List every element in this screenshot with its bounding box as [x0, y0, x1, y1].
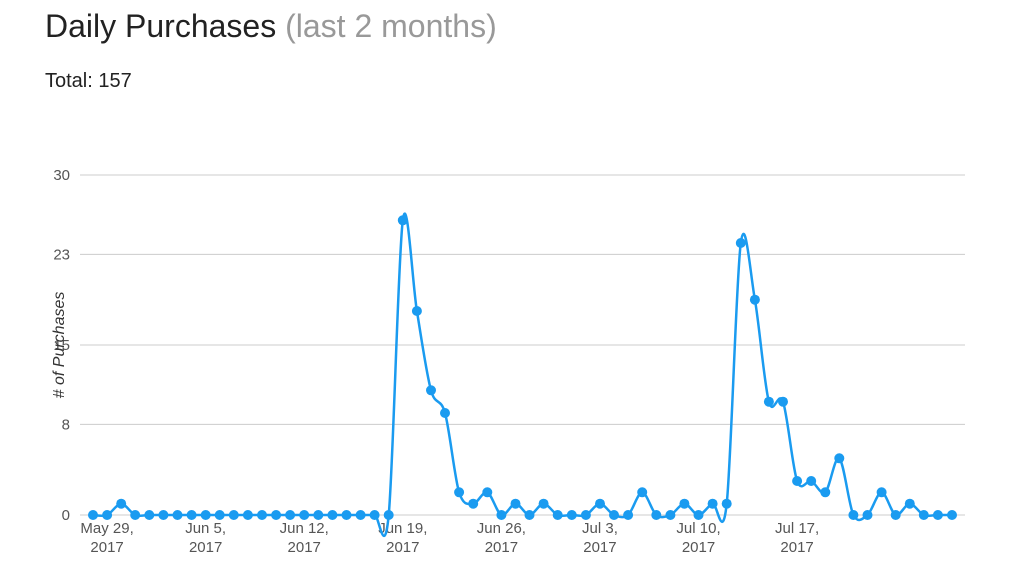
data-point[interactable]: [440, 408, 450, 418]
y-axis-title: # of Purchases: [51, 292, 68, 399]
data-point[interactable]: [397, 215, 408, 226]
data-point[interactable]: [947, 510, 957, 520]
data-point[interactable]: [524, 510, 535, 520]
data-point[interactable]: [876, 487, 887, 498]
data-point[interactable]: [806, 476, 817, 486]
x-tick-label: Jun 12, 2017: [280, 520, 329, 556]
data-point[interactable]: [580, 510, 591, 520]
data-point[interactable]: [848, 510, 859, 520]
data-point[interactable]: [116, 498, 127, 509]
chart-title: Daily Purchases (last 2 months): [45, 8, 497, 45]
data-point[interactable]: [834, 453, 845, 464]
data-point[interactable]: [763, 396, 774, 407]
data-point[interactable]: [721, 498, 732, 509]
data-point[interactable]: [496, 510, 507, 520]
x-tick-label: May 29, 2017: [80, 520, 133, 556]
x-tick-label: Jun 26, 2017: [477, 520, 526, 556]
data-point[interactable]: [693, 510, 704, 520]
data-point[interactable]: [200, 510, 211, 520]
data-point[interactable]: [552, 510, 563, 520]
data-point[interactable]: [186, 510, 197, 520]
data-point[interactable]: [707, 498, 718, 509]
y-tick-label: 8: [62, 416, 70, 433]
data-point[interactable]: [285, 510, 296, 520]
data-point[interactable]: [482, 487, 493, 498]
data-point[interactable]: [214, 510, 225, 520]
x-tick-label: Jul 3, 2017: [582, 520, 618, 556]
data-point[interactable]: [566, 510, 577, 520]
data-point[interactable]: [637, 487, 648, 498]
y-tick-label: 0: [62, 507, 70, 524]
data-point[interactable]: [932, 510, 943, 520]
data-point[interactable]: [735, 238, 746, 248]
data-point[interactable]: [792, 476, 803, 486]
data-point[interactable]: [890, 510, 901, 520]
y-axis-ticks: 0 8 15 23 30: [53, 167, 70, 524]
data-point[interactable]: [130, 510, 141, 520]
data-point[interactable]: [369, 510, 380, 520]
data-point[interactable]: [88, 510, 98, 520]
x-tick-label: Jul 17, 2017: [775, 520, 819, 556]
y-tick-label: 15: [53, 337, 70, 354]
data-point[interactable]: [242, 510, 253, 520]
data-point[interactable]: [172, 510, 183, 520]
data-point[interactable]: [102, 510, 113, 520]
data-point[interactable]: [679, 498, 690, 509]
data-point[interactable]: [651, 510, 662, 520]
data-point[interactable]: [904, 498, 915, 509]
data-point[interactable]: [665, 510, 676, 520]
x-axis-ticks: May 29, 2017 Jun 5, 2017 Jun 12, 2017 Jun 19, 2…: [80, 520, 819, 556]
data-point[interactable]: [778, 396, 788, 407]
y-tick-label: 30: [53, 167, 70, 184]
grid-lines: [80, 174, 965, 516]
data-point[interactable]: [538, 498, 549, 509]
data-point[interactable]: [820, 487, 831, 498]
x-tick-label: Jul 10, 2017: [676, 520, 720, 556]
data-point[interactable]: [158, 510, 169, 520]
data-point[interactable]: [862, 510, 873, 520]
x-tick-label: Jun 19, 2017: [378, 520, 427, 556]
data-point[interactable]: [623, 510, 634, 520]
data-point[interactable]: [271, 510, 282, 520]
data-point[interactable]: [411, 306, 422, 316]
data-point[interactable]: [426, 385, 436, 396]
chart-title-main: Daily Purchases: [45, 8, 277, 44]
data-point[interactable]: [327, 510, 338, 520]
chart-subtitle: (last 2 months): [285, 8, 497, 44]
total-purchases: Total: 157: [45, 70, 132, 92]
data-point[interactable]: [355, 510, 366, 520]
data-point[interactable]: [144, 510, 155, 520]
data-point[interactable]: [454, 487, 465, 498]
data-point[interactable]: [595, 498, 605, 509]
data-point[interactable]: [299, 510, 310, 520]
data-point[interactable]: [313, 510, 324, 520]
data-point[interactable]: [468, 498, 479, 509]
series-line: [92, 212, 952, 538]
series-layer: [88, 212, 957, 538]
y-tick-label: 23: [53, 246, 70, 263]
data-point[interactable]: [510, 498, 521, 509]
data-point[interactable]: [383, 510, 394, 520]
x-tick-label: Jun 5, 2017: [185, 520, 226, 556]
data-point[interactable]: [749, 294, 760, 305]
data-point[interactable]: [228, 510, 239, 520]
data-point[interactable]: [918, 510, 929, 520]
data-point[interactable]: [609, 510, 619, 520]
data-point[interactable]: [341, 510, 352, 520]
data-point[interactable]: [257, 510, 267, 520]
